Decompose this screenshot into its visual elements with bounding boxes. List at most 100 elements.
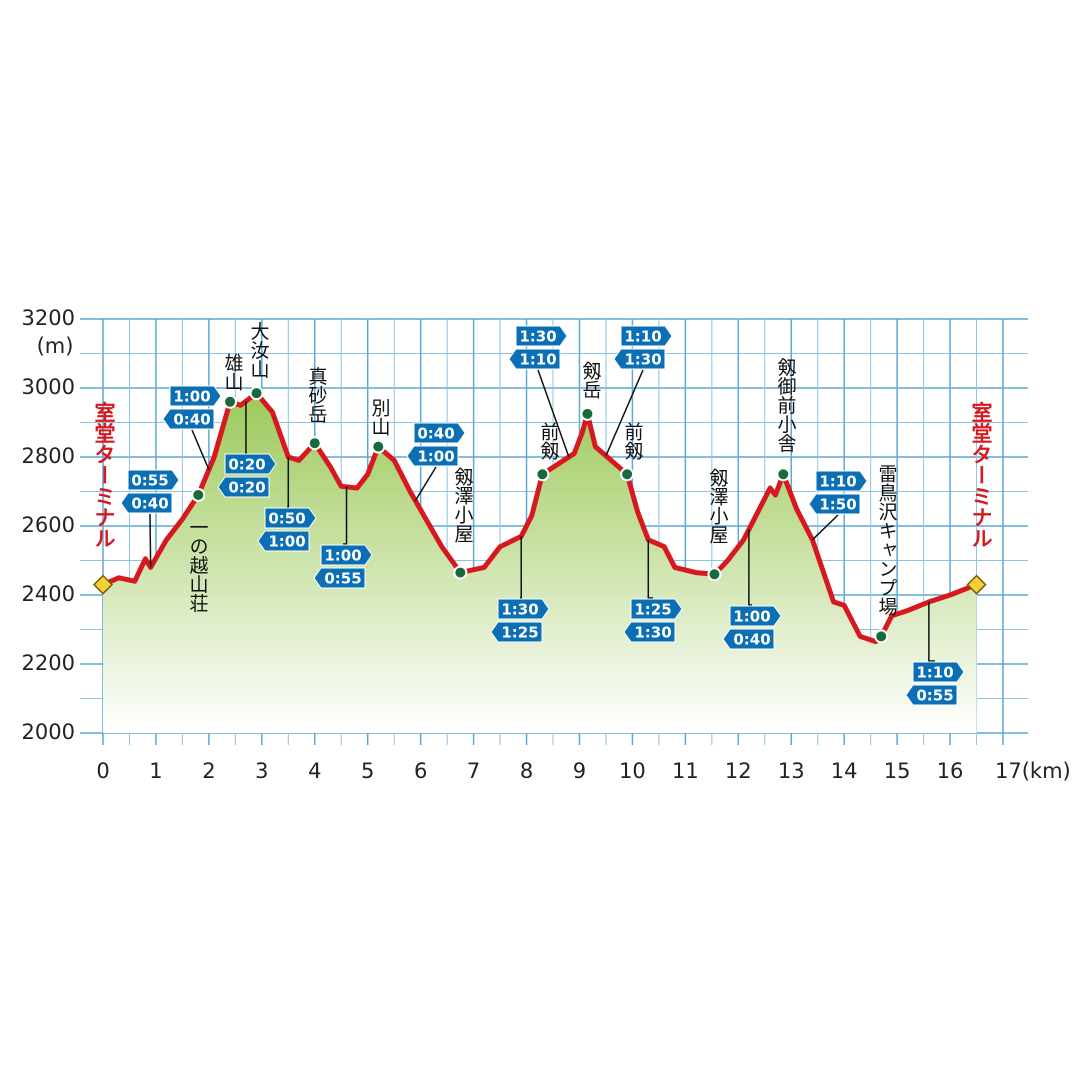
leader-line	[520, 536, 522, 599]
leader-line	[245, 401, 247, 454]
y-tick-label: 2600	[22, 513, 75, 537]
x-tick-label: 9	[573, 759, 586, 783]
terminal-marker	[966, 574, 987, 595]
x-tick-label: 17(km)	[995, 759, 1071, 783]
time-label: 1:30	[519, 328, 556, 346]
leader-line	[605, 369, 644, 457]
time-label: 0:55	[131, 472, 168, 490]
x-tick-label: 4	[308, 759, 321, 783]
time-label: 0:20	[228, 456, 265, 474]
time-box	[620, 325, 673, 347]
time-box	[217, 476, 270, 498]
leader-line	[191, 429, 210, 470]
time-label: 1:30	[501, 601, 538, 619]
time-label: 0:40	[417, 425, 454, 443]
time-label: 0:55	[324, 570, 361, 588]
time-box	[406, 445, 459, 467]
time-box	[623, 621, 676, 643]
waypoint-name: 雷鳥沢キャンプ場	[876, 464, 898, 617]
waypoint-marker	[371, 439, 386, 454]
leader-line	[343, 486, 348, 545]
time-box	[120, 492, 173, 514]
time-label: 0:40	[733, 631, 770, 649]
time-box	[912, 661, 965, 683]
time-label: 1:50	[819, 496, 856, 514]
waypoint-marker	[453, 565, 468, 580]
time-label: 1:30	[624, 351, 661, 369]
waypoint-marker	[620, 467, 635, 482]
y-tick-label: 2400	[22, 582, 75, 606]
waypoint-marker	[580, 406, 595, 421]
y-tick-label: 3200	[22, 306, 75, 330]
x-tick-label: 6	[414, 759, 427, 783]
time-label: 1:00	[173, 388, 210, 406]
x-tick-label: 0	[96, 759, 109, 783]
x-tick-label: 8	[520, 759, 533, 783]
waypoint-marker	[776, 467, 791, 482]
leader-line	[287, 457, 290, 508]
time-label: 1:30	[634, 624, 671, 642]
x-tick-label: 1	[149, 759, 162, 783]
time-label: 0:20	[228, 479, 265, 497]
waypoint-name: 大汝山	[248, 321, 270, 378]
waypoint-marker	[535, 467, 550, 482]
x-tick-label: 7	[467, 759, 480, 783]
waypoint-name: 真砂岳	[306, 366, 328, 423]
time-label: 1:00	[733, 608, 770, 626]
y-tick-label: 3000	[22, 375, 75, 399]
waypoint-name: 一の越山荘	[187, 518, 209, 613]
waypoint-name: 前剱	[538, 422, 560, 461]
leader-line	[811, 514, 839, 541]
waypoint-name: 雄山	[222, 353, 244, 391]
y-unit: (m)	[37, 334, 74, 358]
waypoint-name: 剱澤小屋	[707, 468, 729, 544]
time-box	[508, 348, 561, 370]
x-tick-label: 5	[361, 759, 374, 783]
time-label: 1:10	[519, 351, 556, 369]
time-box	[497, 598, 550, 620]
time-box	[162, 408, 215, 430]
leader-line	[748, 529, 752, 606]
x-tick-label: 2	[202, 759, 215, 783]
time-label: 1:25	[634, 601, 671, 619]
time-box	[413, 422, 466, 444]
time-box	[808, 493, 861, 515]
time-box	[515, 325, 568, 347]
time-box	[313, 567, 366, 589]
waypoint-marker	[223, 394, 238, 409]
time-box	[320, 544, 373, 566]
x-tick-label: 16	[937, 759, 964, 783]
time-box	[264, 507, 317, 529]
waypoint-name: 剱岳	[580, 361, 602, 399]
waypoint-marker	[707, 567, 722, 582]
time-label: 1:10	[624, 328, 661, 346]
time-label: 1:25	[501, 624, 538, 642]
time-label: 0:50	[268, 510, 305, 528]
waypoint-name: 剱御前小舎	[775, 357, 797, 452]
time-box	[127, 469, 180, 491]
waypoint-name: 室堂ターミナル	[92, 401, 116, 549]
leader-line	[928, 601, 935, 662]
waypoint-marker	[249, 386, 264, 401]
waypoint-name: 室堂ターミナル	[969, 401, 993, 549]
time-box	[815, 470, 868, 492]
time-label: 1:00	[268, 533, 305, 551]
waypoint-marker	[874, 629, 889, 644]
time-label: 0:40	[131, 495, 168, 513]
y-tick-label: 2200	[22, 651, 75, 675]
time-box	[905, 684, 958, 706]
waypoint-name: 前剱	[622, 422, 644, 461]
waypoint-marker	[307, 436, 322, 451]
waypoint-marker	[191, 487, 206, 502]
time-box	[630, 598, 683, 620]
time-label: 1:00	[324, 547, 361, 565]
time-box	[613, 348, 666, 370]
x-tick-label: 14	[831, 759, 858, 783]
time-box	[224, 453, 277, 475]
time-box	[257, 530, 310, 552]
time-label: 1:10	[916, 664, 953, 682]
x-tick-label: 11	[672, 759, 699, 783]
time-label: 0:40	[173, 411, 210, 429]
x-tick-label: 15	[884, 759, 911, 783]
x-tick-label: 12	[725, 759, 752, 783]
